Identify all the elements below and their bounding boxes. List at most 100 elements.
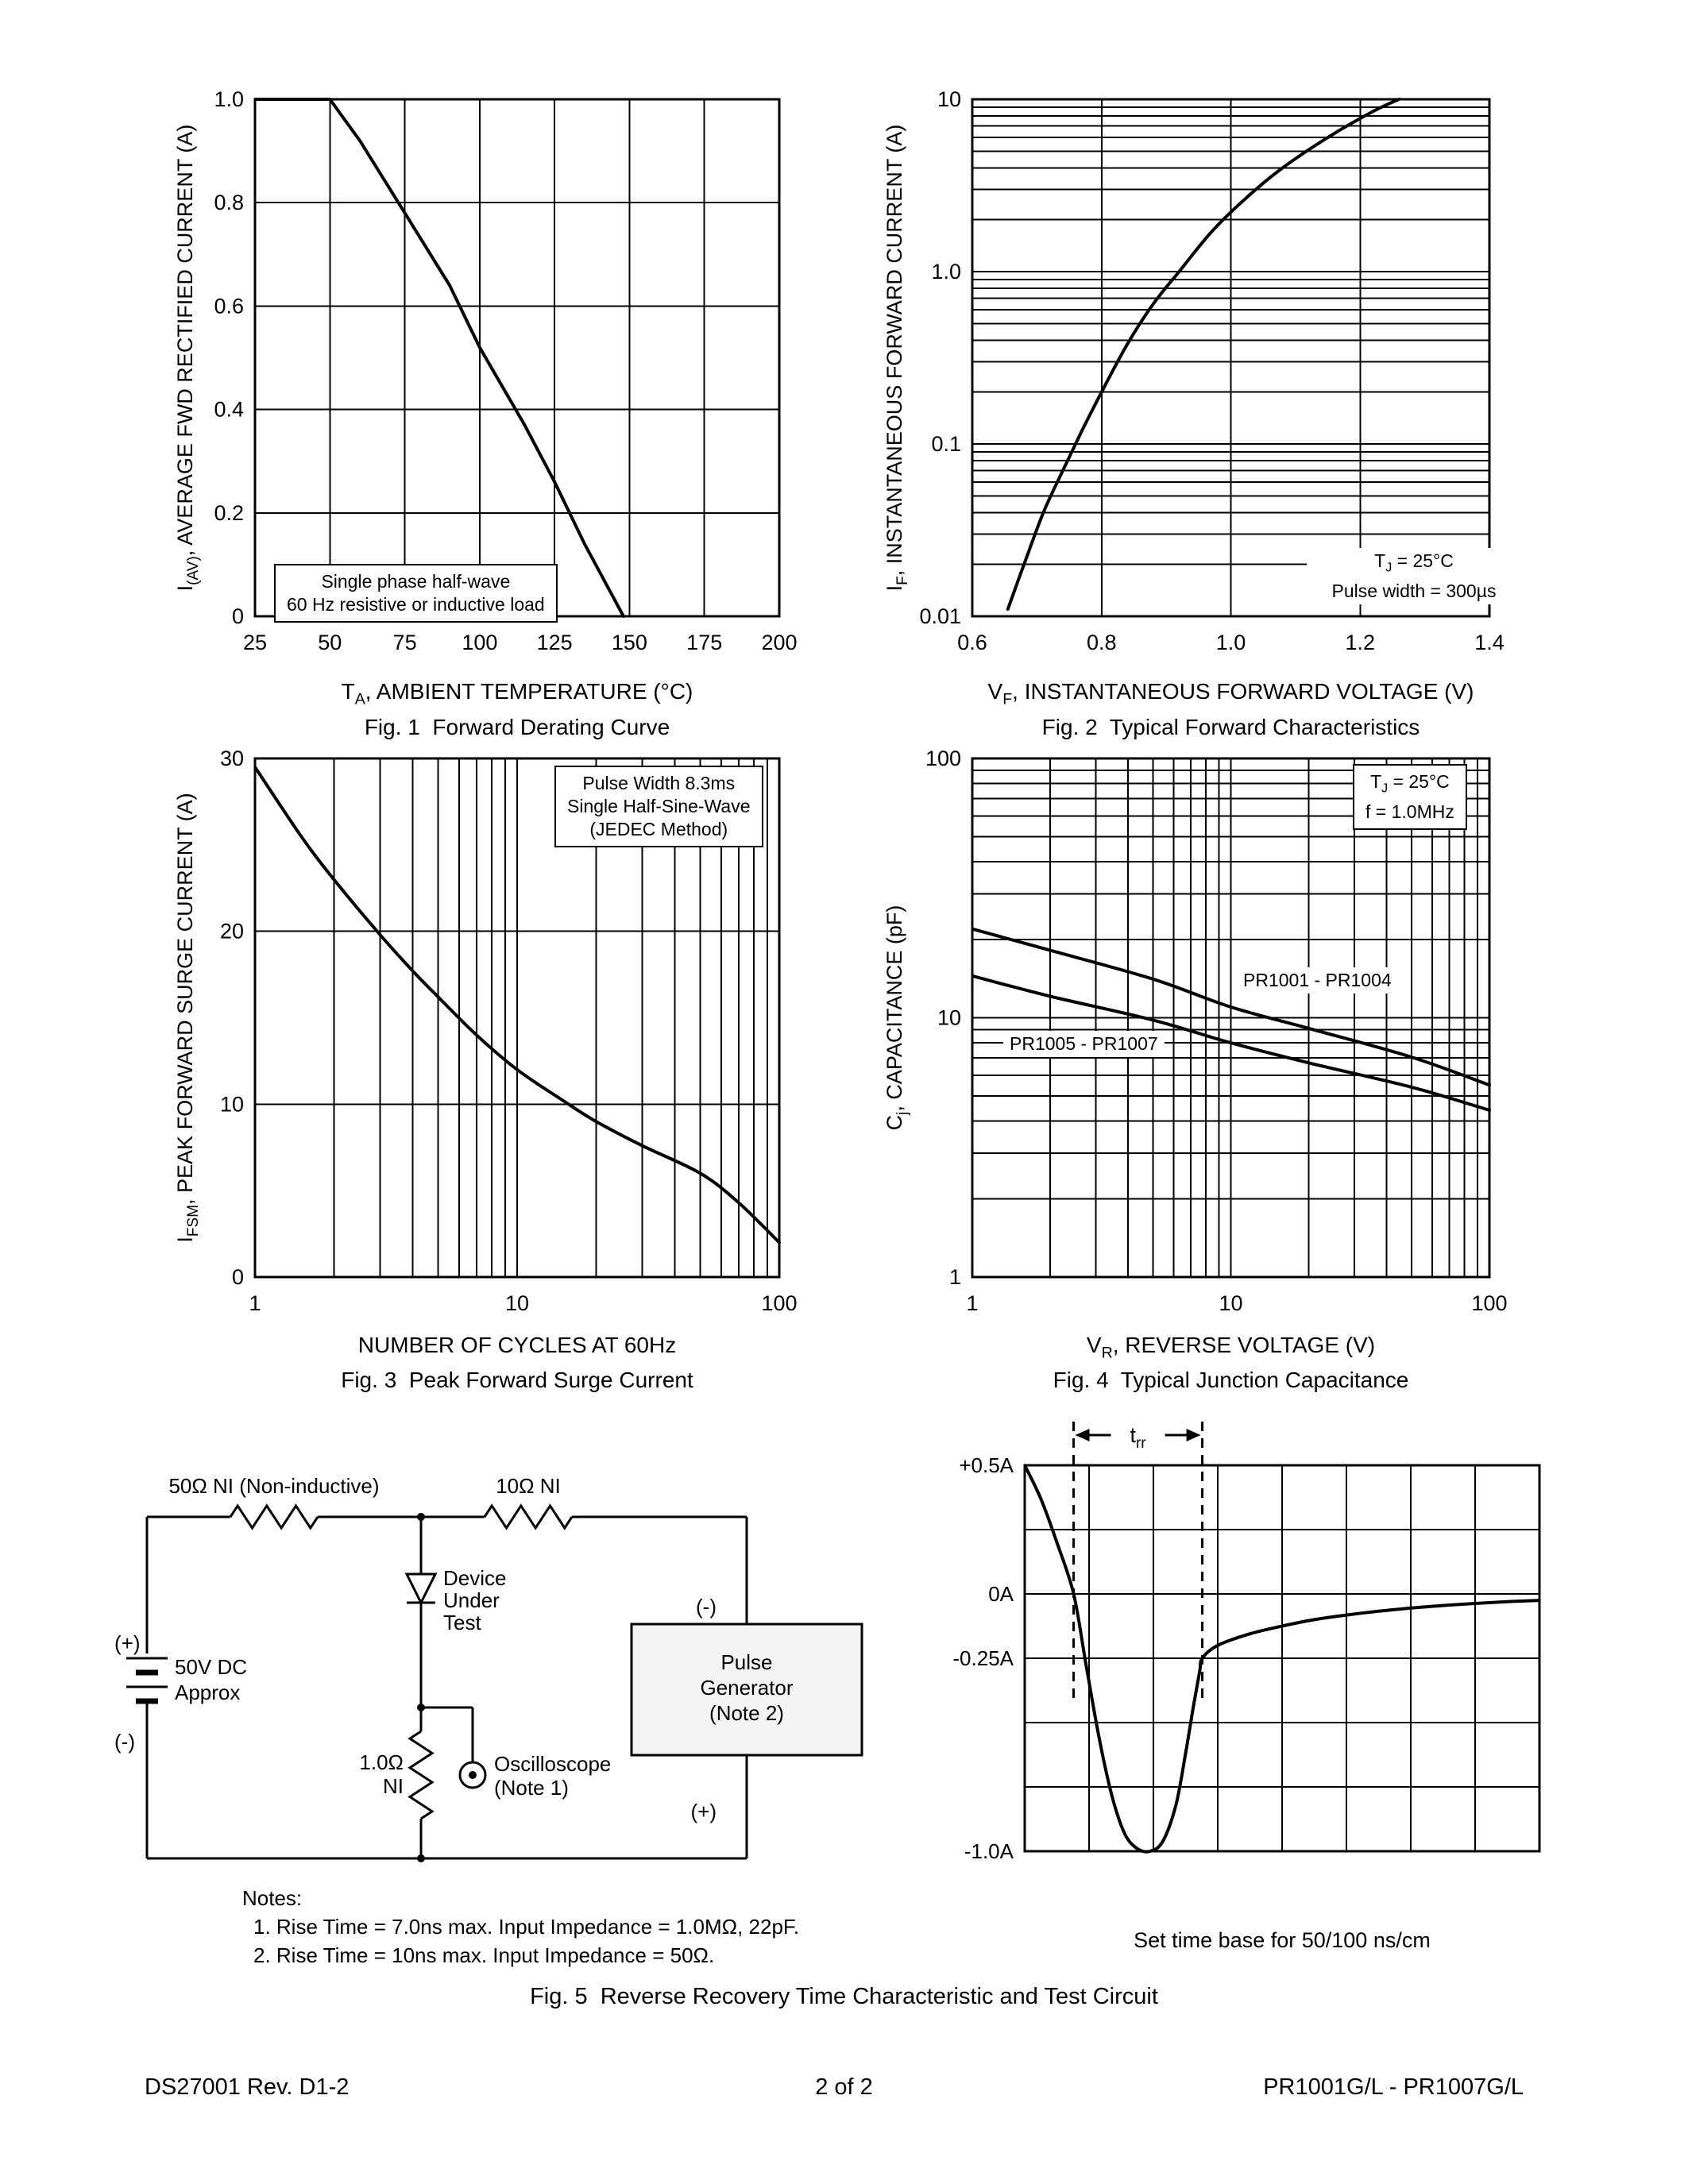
- annotation-line: PR1001 - PR1004: [1243, 970, 1392, 990]
- y-tick-label: 20: [220, 920, 244, 943]
- tspan: 1.2: [1345, 631, 1375, 654]
- fig3-annotation-1: Pulse Width 8.3ms Single Half-Sine-Wave (J…: [554, 766, 763, 847]
- pulse-generator-label: Pulse: [720, 1650, 772, 1674]
- fig4-annotation-2: PR1001 - PR1004: [1237, 967, 1398, 994]
- tspan: (+): [114, 1631, 141, 1655]
- annotation-line: PR1005 - PR1007: [1010, 1033, 1158, 1054]
- plot-border: [971, 757, 1491, 1279]
- wave-y-label: +0.5A: [959, 1453, 1014, 1477]
- tspan: 0: [232, 604, 244, 628]
- subscript: R: [1101, 1344, 1113, 1362]
- y-tick-label: 0.2: [214, 501, 244, 525]
- tspan: Under: [443, 1588, 500, 1612]
- y-tick-label: 10: [937, 87, 961, 111]
- tspan: 1.4: [1474, 631, 1505, 654]
- tspan: (Note 2): [709, 1701, 784, 1725]
- annotation-line: Pulse width = 300µs: [1331, 580, 1497, 601]
- fig2-plot: 0.6 0.8 1.0 1.2 1.4 10 1.0 0.1 0.01 IF, INSTANTAN…: [883, 87, 1505, 654]
- y-tick-label: 0.4: [214, 398, 244, 422]
- tspan: Oscilloscope: [494, 1752, 611, 1776]
- tspan: 0.1: [931, 432, 961, 456]
- plot-border: [1023, 1464, 1541, 1853]
- footer-part-number: PR1001G/L - PR1007G/L: [1263, 2074, 1524, 2100]
- tspan: -1.0A: [964, 1839, 1014, 1863]
- series-group: [971, 927, 1491, 1112]
- y-tick-label: 0: [232, 1265, 244, 1289]
- x-tick-label: 75: [393, 631, 417, 654]
- y-tick-label: 10: [937, 1006, 961, 1030]
- annotation-line: TJ = 25°C: [1374, 550, 1454, 575]
- tspan: -0.25A: [952, 1646, 1014, 1670]
- fig1-plot: 25 50 75 100 125 150 175 200 1.0 0.8 0.6 0.4 0.2 0 I(A…: [173, 87, 798, 654]
- timebase-caption: Set time base for 50/100 ns/cm: [1134, 1928, 1431, 1952]
- tspan: 150: [612, 631, 647, 654]
- tspan: 1: [966, 1291, 978, 1315]
- figure-5-recovery-waveform: +0.5A 0A -0.25A -1.0A trr Set time base for …: [914, 1390, 1628, 1981]
- figure-2-forward-characteristics-chart: 0.6 0.8 1.0 1.2 1.4 10 1.0 0.1 0.01 IF, INSTANTAN…: [878, 48, 1585, 762]
- fig5-caption: Fig. 5 Reverse Recovery Time Characteris…: [530, 1984, 1158, 2009]
- tspan: 50: [318, 631, 342, 654]
- x-tick-label: 10: [1219, 1291, 1242, 1315]
- y-tick-label: 0: [232, 604, 244, 628]
- x-tick-label: 1: [966, 1291, 978, 1315]
- x-tick-label: 125: [537, 631, 573, 654]
- plot-border: [253, 98, 781, 618]
- fig4-plot: 1 10 100 100 10 1 Cj, CAPACITANCE (pF): [883, 747, 1508, 1315]
- scope-label: (Note 1): [494, 1776, 569, 1800]
- pulse-generator-label: Generator: [700, 1676, 793, 1700]
- fig1-caption: Fig. 1 Forward Derating Curve: [364, 715, 670, 739]
- tspan: 125: [537, 631, 573, 654]
- tspan: 10: [937, 87, 961, 111]
- fig4-x-axis-label: VR, REVERSE VOLTAGE (V): [1086, 1333, 1376, 1362]
- footer-document-number: DS27001 Rev. D1-2: [145, 2074, 350, 2100]
- tspan: Approx: [175, 1680, 240, 1704]
- tspan: , INSTANTANEOUS FORWARD CURRENT (A): [883, 125, 906, 577]
- tspan: 0: [232, 1265, 244, 1289]
- tspan: 10: [220, 1092, 244, 1116]
- tspan: 25: [243, 631, 267, 654]
- y-tick-label: 30: [220, 747, 244, 770]
- diode-icon: [404, 1572, 438, 1606]
- tspan: 1.0: [931, 260, 961, 284]
- series-derating-limit: [254, 98, 625, 618]
- tspan: FSM: [185, 1205, 202, 1237]
- tspan: 0.8: [214, 191, 244, 214]
- x-tick-label: 1.0: [1216, 631, 1246, 654]
- tspan: Pulse: [720, 1650, 772, 1674]
- tspan: (Note 1): [494, 1776, 569, 1800]
- generator-minus-label: (-): [696, 1595, 717, 1619]
- tspan: 0.01: [919, 604, 961, 628]
- annotation-line: TJ = 25°C: [1370, 771, 1450, 796]
- fig1-x-axis-label: TA, AMBIENT TEMPERATURE (°C): [341, 679, 693, 708]
- notes-title: Notes:: [242, 1886, 303, 1910]
- x-tick-label: 1.4: [1474, 631, 1505, 654]
- tspan: rr: [1136, 1435, 1146, 1452]
- figure-1-forward-derating-chart: 25 50 75 100 125 150 175 200 1.0 0.8 0.6 0.4 0.2 0 I(A…: [119, 48, 826, 762]
- battery-label: Approx: [175, 1680, 240, 1704]
- test-circuit-notes: Notes: 1. Rise Time = 7.0ns max. Input I…: [242, 1884, 894, 1970]
- fig4-annotation-1: TJ = 25°C f = 1.0MHz: [1353, 764, 1467, 830]
- x-tick-label: 100: [462, 631, 497, 654]
- tspan: , CAPACITANCE (pF): [883, 905, 906, 1112]
- tspan: 1: [949, 1265, 961, 1289]
- x-tick-label: 200: [761, 631, 797, 654]
- tspan: 0.6: [214, 294, 244, 318]
- x-tick-label: 100: [761, 1291, 797, 1315]
- x-tick-label: 1: [249, 1291, 261, 1315]
- y-tick-label: 100: [925, 747, 961, 770]
- fig3-caption: Fig. 3 Peak Forward Surge Current: [341, 1368, 693, 1392]
- tspan: C: [883, 1115, 906, 1131]
- pulse-generator-box: [630, 1623, 863, 1757]
- tspan: 0.4: [214, 398, 244, 422]
- tspan: +0.5A: [959, 1453, 1014, 1477]
- tspan: NI: [383, 1774, 404, 1798]
- junction-dot: [417, 1704, 425, 1711]
- annotation-line: Pulse Width 8.3ms: [582, 773, 736, 793]
- tspan: , PEAK FORWARD SURGE CURRENT (A): [173, 793, 197, 1205]
- dut-label: Test: [443, 1611, 481, 1634]
- fig3-x-axis-label: NUMBER OF CYCLES AT 60Hz: [357, 1333, 677, 1357]
- fig1-annotation-1: Single phase half-wave 60 Hz resistive or…: [274, 564, 558, 623]
- wave-y-label: -1.0A: [964, 1839, 1014, 1863]
- resistor-icon: [229, 1503, 319, 1530]
- x-tick-label: 150: [612, 631, 647, 654]
